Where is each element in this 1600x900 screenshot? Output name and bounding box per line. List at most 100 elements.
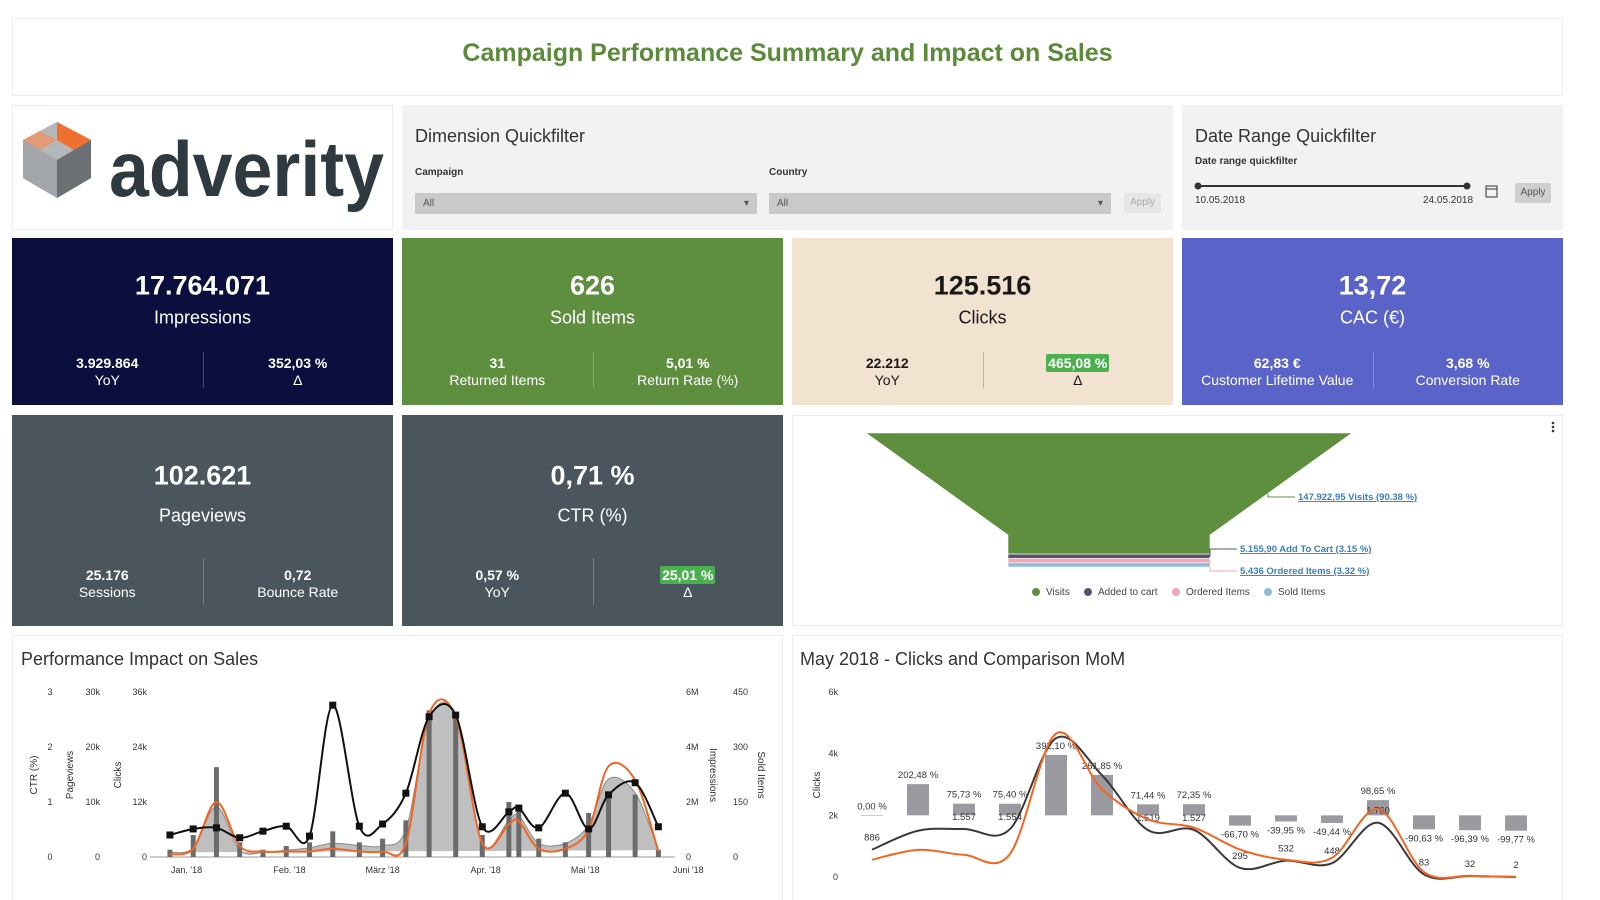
bar	[260, 849, 266, 857]
marker	[515, 804, 523, 812]
bar-label: -49,44 %	[1313, 827, 1352, 838]
kpi-stat: 3.929.864 YoY	[12, 355, 203, 389]
point-label: 32	[1465, 859, 1476, 870]
stat-label: Δ	[1073, 371, 1083, 388]
bar	[426, 710, 432, 857]
marker	[282, 822, 290, 830]
select-value: All	[423, 198, 435, 209]
stat-label: Δ	[683, 583, 693, 600]
kpi-divider	[202, 351, 204, 389]
stat-label: YoY	[484, 583, 510, 600]
page-title: Campaign Performance Summary and Impact …	[462, 39, 1113, 67]
bar	[655, 849, 661, 857]
stat-label: Δ	[293, 371, 303, 388]
point-label: 1.760	[1366, 806, 1390, 817]
marker	[452, 711, 460, 719]
bar	[586, 813, 592, 857]
kpi-stat: 25,01 % Δ	[593, 565, 784, 601]
y-tick-label: 2M	[686, 797, 699, 807]
kpi-divider	[592, 351, 594, 389]
bar-label: -99,77 %	[1497, 835, 1536, 846]
axis-title: CTR (%)	[29, 756, 40, 795]
marker	[236, 834, 244, 842]
stat-value: 25,01 %	[660, 565, 716, 584]
y-tick-label: 30k	[85, 687, 100, 697]
filter-title: Date Range Quickfilter	[1195, 126, 1377, 146]
kpi-label: Sold Items	[549, 307, 636, 328]
bar	[516, 809, 522, 857]
campaign-select[interactable]: All ▾	[415, 193, 757, 214]
funnel-label: 5.436 Ordered Items (3.32 %)	[1240, 566, 1369, 577]
kpi-card: 13,72 CAC (€) 62,83 € Customer Lifetime Val…	[1182, 238, 1563, 405]
kpi-stat: 465,08 % Δ	[983, 353, 1174, 389]
bar	[861, 815, 883, 816]
field-label: Country	[769, 167, 808, 178]
date-filter: Date Range Quickfilter Date range quickf…	[1182, 105, 1563, 230]
y-tick-label: 0	[733, 852, 738, 862]
apply-button[interactable]: Apply	[1124, 193, 1161, 213]
legend-marker	[1264, 588, 1272, 596]
start-date: 10.05.2018	[1195, 195, 1246, 206]
kpi-stat: 25.176 Sessions	[12, 567, 203, 601]
country-select[interactable]: All ▾	[769, 193, 1111, 214]
menu-icon[interactable]	[1551, 421, 1555, 433]
bar	[953, 803, 975, 816]
kpi-divider	[592, 558, 594, 605]
kpi-stat: 0,72 Bounce Rate	[203, 567, 394, 601]
bar	[190, 835, 196, 857]
y-tick-label: 150	[733, 797, 748, 807]
y-tick-label: 300	[733, 742, 748, 752]
bar	[213, 767, 219, 857]
stat-label: YoY	[874, 371, 900, 388]
marker	[379, 820, 387, 828]
kpi-value: 13,72	[1338, 270, 1407, 301]
line	[169, 698, 660, 857]
kpi-value: 125.516	[933, 270, 1032, 301]
line	[871, 735, 1517, 880]
bar-label: 0,00 %	[857, 801, 887, 812]
point-label: 448	[1324, 846, 1340, 857]
axis-title: Clicks	[113, 762, 124, 789]
bar	[1137, 804, 1159, 816]
y-tick-label: 24k	[132, 742, 147, 752]
y-tick-label: 12k	[132, 797, 147, 807]
funnel-label: 5.155,90 Add To Cart (3.15 %)	[1240, 544, 1371, 555]
stat-label: Sessions	[78, 583, 136, 600]
axis-title: Clicks	[812, 772, 823, 799]
x-tick-label: Feb. '18	[273, 865, 305, 875]
legend-label: Ordered Items	[1186, 587, 1250, 598]
y-tick-label: 10k	[85, 797, 100, 807]
bar	[506, 802, 512, 857]
kpi-stat: 0,57 % YoY	[402, 567, 593, 601]
marker	[355, 822, 363, 830]
kpi-stat: 5,01 % Return Rate (%)	[593, 355, 784, 389]
stat-label: Conversion Rate	[1415, 371, 1520, 388]
header: Campaign Performance Summary and Impact …	[12, 18, 1563, 96]
marker	[166, 831, 174, 839]
bar	[632, 794, 638, 857]
date-slider[interactable]	[1183, 106, 1564, 231]
kpi-card: 626 Sold Items 31 Returned Items 5,01 % Retur…	[402, 238, 783, 405]
marker	[631, 779, 639, 787]
dimension-filter: Dimension Quickfilter Campaign All ▾ Coun…	[402, 105, 1173, 230]
leader-line	[1209, 548, 1237, 557]
legend-label: Sold Items	[1278, 587, 1325, 598]
kpi-card: 17.764.071 Impressions 3.929.864 YoY 352,03 …	[12, 238, 393, 405]
bar	[380, 838, 386, 857]
y-tick-label: 4k	[828, 749, 838, 759]
kpi-value: 102.621	[153, 460, 252, 491]
marker	[478, 823, 486, 831]
y-tick-label: 36k	[132, 687, 147, 697]
bar	[1321, 815, 1343, 823]
marker	[585, 825, 593, 833]
y-tick-label: 2	[47, 742, 52, 752]
y-tick-label: 0	[95, 852, 100, 862]
bar	[907, 784, 929, 816]
marker	[402, 789, 410, 797]
bar	[1229, 815, 1251, 826]
bar	[1413, 815, 1435, 830]
apply-button[interactable]: Apply	[1515, 183, 1551, 203]
stat-value: 5,01 %	[665, 354, 710, 371]
y-tick-label: 0	[833, 872, 838, 882]
